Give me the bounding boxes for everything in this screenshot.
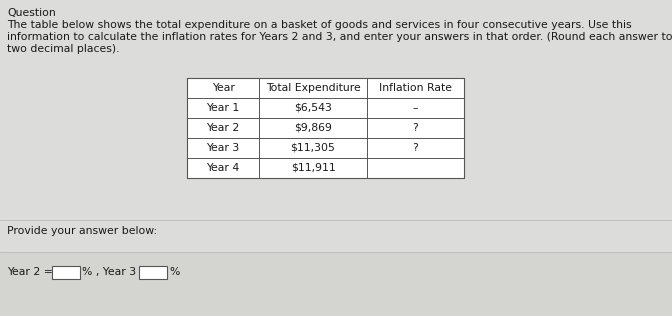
Text: $6,543: $6,543 bbox=[294, 103, 332, 113]
Text: Year 3: Year 3 bbox=[206, 143, 240, 153]
Text: The table below shows the total expenditure on a basket of goods and services in: The table below shows the total expendit… bbox=[7, 20, 632, 30]
Text: $11,911: $11,911 bbox=[290, 163, 335, 173]
Text: –: – bbox=[413, 103, 418, 113]
Bar bbox=[0, 252, 672, 316]
Text: Year 2: Year 2 bbox=[206, 123, 240, 133]
Text: ?: ? bbox=[413, 143, 419, 153]
Text: $9,869: $9,869 bbox=[294, 123, 332, 133]
Bar bbox=[139, 265, 167, 278]
Text: Inflation Rate: Inflation Rate bbox=[379, 83, 452, 93]
Bar bbox=[52, 265, 80, 278]
Text: % , Year 3 =: % , Year 3 = bbox=[82, 267, 149, 277]
Text: Total Expenditure: Total Expenditure bbox=[265, 83, 360, 93]
Text: two decimal places).: two decimal places). bbox=[7, 44, 120, 54]
Text: Provide your answer below:: Provide your answer below: bbox=[7, 226, 157, 236]
Text: Year 4: Year 4 bbox=[206, 163, 240, 173]
Text: ?: ? bbox=[413, 123, 419, 133]
Text: information to calculate the inflation rates for Years 2 and 3, and enter your a: information to calculate the inflation r… bbox=[7, 32, 672, 42]
Bar bbox=[187, 78, 464, 178]
Text: %: % bbox=[169, 267, 179, 277]
Text: Year: Year bbox=[212, 83, 235, 93]
Text: Year 2 =: Year 2 = bbox=[7, 267, 53, 277]
Text: Year 1: Year 1 bbox=[206, 103, 240, 113]
Text: $11,305: $11,305 bbox=[290, 143, 335, 153]
Text: Question: Question bbox=[7, 8, 56, 18]
